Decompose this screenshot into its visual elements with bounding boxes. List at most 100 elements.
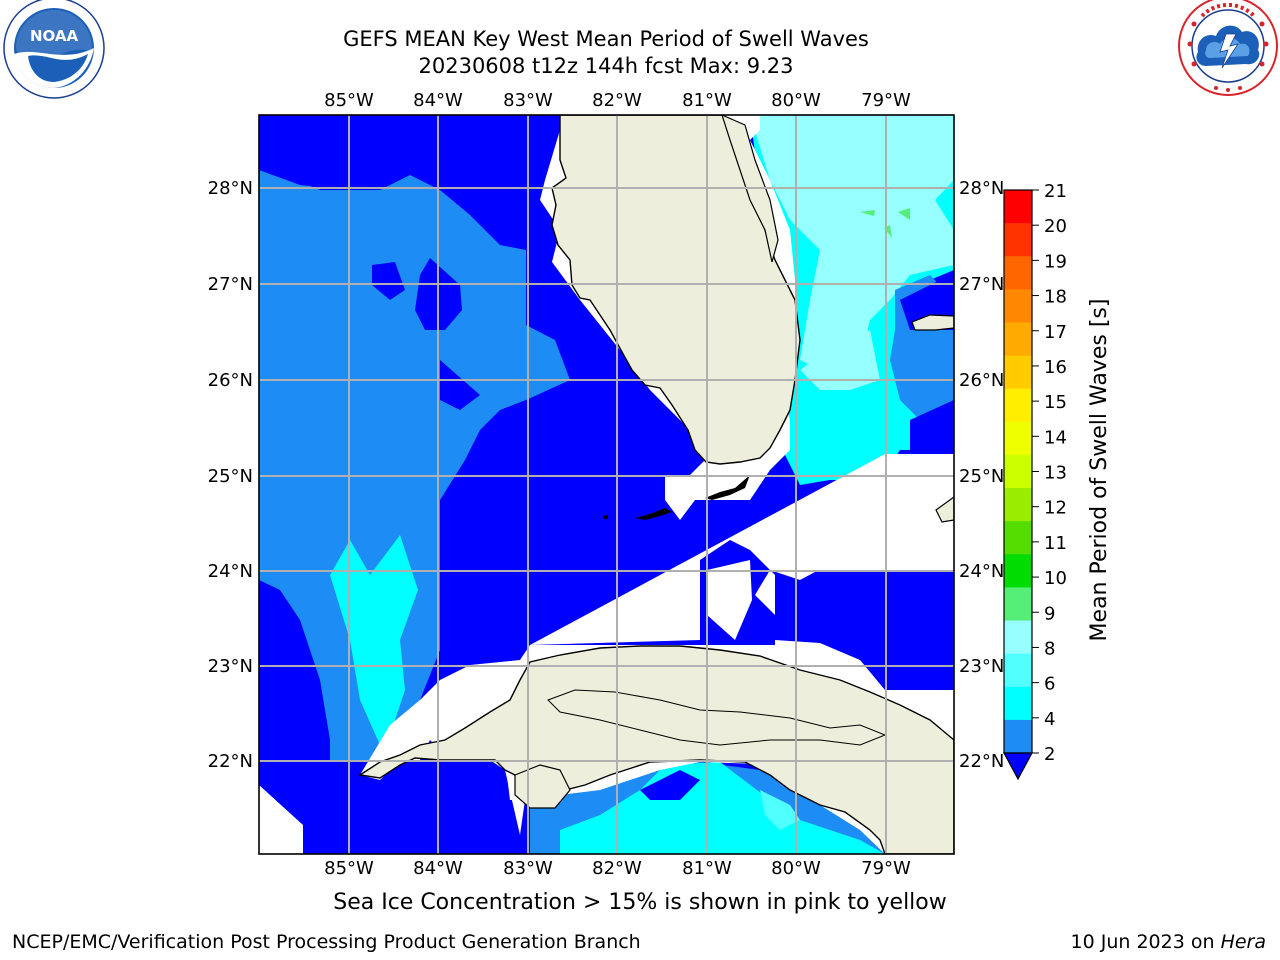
colorbar-label: Mean Period of Swell Waves [s] xyxy=(1087,299,1112,642)
colorbar-tick-label: 10 xyxy=(1044,568,1067,589)
colorbar-segment xyxy=(1004,554,1032,588)
swell-band-2-4-south xyxy=(640,770,700,800)
nws-logo xyxy=(1178,0,1278,96)
lat-label-right: 22°N xyxy=(959,751,1004,772)
land-florida xyxy=(551,115,801,465)
swell-band-8-9-south xyxy=(760,790,800,830)
colorbar-tick-label: 12 xyxy=(1044,498,1067,519)
colorbar-segment xyxy=(1004,620,1032,655)
colorbar-tick-label: 6 xyxy=(1044,674,1055,695)
map-frame xyxy=(258,114,955,855)
sea-ice-caption: Sea Ice Concentration > 15% is shown in … xyxy=(333,890,947,915)
footer-host: Hera xyxy=(1220,931,1266,953)
lon-label-top: 81°W xyxy=(682,90,732,111)
chart-title: GEFS MEAN Key West Mean Period of Swell … xyxy=(343,27,869,51)
colorbar-segment xyxy=(1004,388,1032,423)
colorbar-segment xyxy=(1004,421,1032,456)
swell-field xyxy=(259,115,954,854)
colorbar-segment xyxy=(1004,223,1032,257)
swell-band-2-4-west xyxy=(259,115,526,200)
land-dry-tortugas xyxy=(603,515,608,519)
colorbar-tick-label: 4 xyxy=(1044,709,1055,730)
lon-label-top: 79°W xyxy=(861,90,911,111)
lon-label-top: 84°W xyxy=(413,90,463,111)
lon-label-top: 82°W xyxy=(592,90,642,111)
colorbar-segment xyxy=(1004,355,1032,390)
swell-band-9-10-b xyxy=(898,208,910,220)
land-florida-keys xyxy=(635,508,672,520)
swell-band-6-8-south xyxy=(560,762,885,854)
colorbar-segment xyxy=(1004,488,1032,522)
colorbar-tick-label: 20 xyxy=(1044,216,1067,237)
colorbar-segment xyxy=(1004,322,1032,357)
lon-label-bottom: 85°W xyxy=(324,858,374,879)
lat-label-right: 26°N xyxy=(959,370,1004,391)
lon-label-top: 83°W xyxy=(503,90,553,111)
swell-band-6-8-west xyxy=(330,535,418,745)
colorbar-tick-label: 11 xyxy=(1044,533,1067,554)
lat-label-left: 22°N xyxy=(208,751,253,772)
colorbar-tick-label: 8 xyxy=(1044,638,1055,659)
swell-band-2-4-mid3 xyxy=(440,360,480,410)
swell-band-4-6 xyxy=(259,165,570,760)
noaa-logo: NOAA xyxy=(3,0,105,99)
no-data-southwest-corner xyxy=(259,785,303,854)
colorbar-tick-label: 2 xyxy=(1044,744,1055,765)
lat-label-right: 27°N xyxy=(959,274,1004,295)
swell-band-2-4-sw xyxy=(259,580,330,760)
lat-label-left: 23°N xyxy=(208,656,253,677)
footer-date-text: 10 Jun 2023 on xyxy=(1070,931,1221,953)
colorbar-tick-label: 17 xyxy=(1044,322,1067,343)
colorbar-segment xyxy=(1004,256,1032,290)
map-gridlines xyxy=(259,115,954,854)
no-data-east-top xyxy=(750,115,760,140)
lat-label-left: 26°N xyxy=(208,370,253,391)
lon-label-top: 80°W xyxy=(771,90,821,111)
chart-subtitle: 20230608 t12z 144h fcst Max: 9.23 xyxy=(418,54,794,78)
lon-label-bottom: 83°W xyxy=(503,858,553,879)
colorbar-tick-label: 18 xyxy=(1044,287,1067,308)
colorbar-segment xyxy=(1004,190,1032,224)
lon-label-bottom: 79°W xyxy=(861,858,911,879)
colorbar-extend-triangle xyxy=(1002,752,1034,781)
swell-band-8-9-patch xyxy=(800,330,880,390)
colorbar-segment xyxy=(1004,719,1032,754)
swell-band-2-4-mid xyxy=(372,262,405,300)
lon-label-bottom: 81°W xyxy=(682,858,732,879)
land-bahamas-grand xyxy=(911,314,954,331)
lon-label-bottom: 82°W xyxy=(592,858,642,879)
lat-label-right: 24°N xyxy=(959,561,1004,582)
colorbar-tick-label: 16 xyxy=(1044,357,1067,378)
lon-label-top: 85°W xyxy=(324,90,374,111)
noaa-logo-text: NOAA xyxy=(30,27,79,45)
colorbar-tick-label: 21 xyxy=(1044,181,1067,202)
colorbar-segment xyxy=(1004,454,1032,489)
colorbar-tick-label: 14 xyxy=(1044,427,1067,448)
lon-label-bottom: 84°W xyxy=(413,858,463,879)
colorbar-tick-label: 15 xyxy=(1044,392,1067,413)
lat-label-left: 28°N xyxy=(208,178,253,199)
lat-label-right: 25°N xyxy=(959,466,1004,487)
colorbar-tick-label: 9 xyxy=(1044,603,1055,624)
colorbar-tick-label: 19 xyxy=(1044,251,1067,272)
land-keys-upper xyxy=(705,475,750,500)
colorbar-tick-label: 13 xyxy=(1044,463,1067,484)
colorbar-segment xyxy=(1004,686,1032,721)
lat-label-right: 28°N xyxy=(959,178,1004,199)
swell-band-2-4-east2 xyxy=(910,400,954,450)
colorbar-segment xyxy=(1004,521,1032,555)
colorbar-segment xyxy=(1004,653,1032,688)
footer-branch: NCEP/EMC/Verification Post Processing Pr… xyxy=(12,931,641,953)
lat-label-right: 23°N xyxy=(959,656,1004,677)
land-bahamas-andros xyxy=(935,496,954,523)
colorbar-segment xyxy=(1004,289,1032,323)
swell-band-9-10-a xyxy=(860,210,875,216)
lat-label-left: 25°N xyxy=(208,466,253,487)
lon-label-bottom: 80°W xyxy=(771,858,821,879)
footer-date: 10 Jun 2023 on Hera xyxy=(1071,931,1266,953)
lat-label-left: 24°N xyxy=(208,561,253,582)
colorbar-segment xyxy=(1004,587,1032,622)
colorbar: 21 20 19 18 17 16 15 14 13 12 11 10 9 8 6 4 2 xyxy=(1002,181,1067,781)
lat-label-left: 27°N xyxy=(208,274,253,295)
